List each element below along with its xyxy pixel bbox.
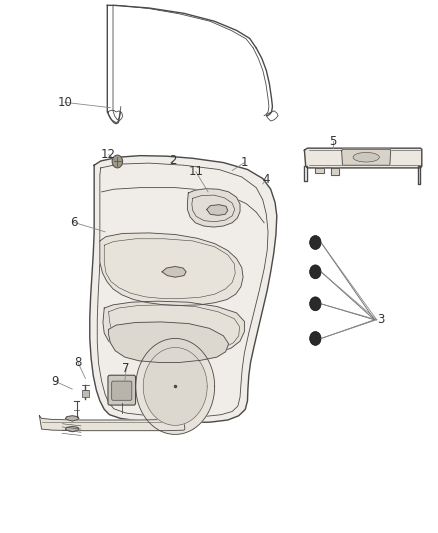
Circle shape <box>112 155 123 168</box>
Polygon shape <box>207 205 228 215</box>
Bar <box>82 390 89 397</box>
Polygon shape <box>66 416 79 421</box>
Polygon shape <box>136 338 215 434</box>
Text: 4: 4 <box>262 173 270 186</box>
Text: 7: 7 <box>122 362 130 375</box>
Polygon shape <box>100 233 243 305</box>
FancyBboxPatch shape <box>112 381 132 400</box>
Text: 10: 10 <box>57 96 72 109</box>
Polygon shape <box>187 189 240 227</box>
Polygon shape <box>90 156 277 423</box>
Circle shape <box>310 236 321 249</box>
Polygon shape <box>162 266 186 277</box>
Text: 11: 11 <box>188 165 203 178</box>
Text: 8: 8 <box>74 356 81 369</box>
Polygon shape <box>66 426 79 432</box>
Ellipse shape <box>353 152 379 162</box>
Circle shape <box>310 297 321 311</box>
Polygon shape <box>143 348 207 425</box>
Polygon shape <box>109 322 229 362</box>
Text: 9: 9 <box>51 375 59 387</box>
Text: 12: 12 <box>101 148 116 161</box>
Text: 6: 6 <box>70 216 78 229</box>
Text: 5: 5 <box>329 135 336 148</box>
Text: 1: 1 <box>240 156 248 169</box>
Text: 3: 3 <box>378 313 385 326</box>
Polygon shape <box>103 301 244 357</box>
Polygon shape <box>304 148 422 168</box>
Text: 2: 2 <box>169 155 177 167</box>
FancyBboxPatch shape <box>108 375 136 405</box>
Polygon shape <box>331 168 339 175</box>
Circle shape <box>310 265 321 279</box>
Polygon shape <box>342 149 391 165</box>
Polygon shape <box>315 168 324 173</box>
Circle shape <box>310 332 321 345</box>
Polygon shape <box>39 416 185 431</box>
